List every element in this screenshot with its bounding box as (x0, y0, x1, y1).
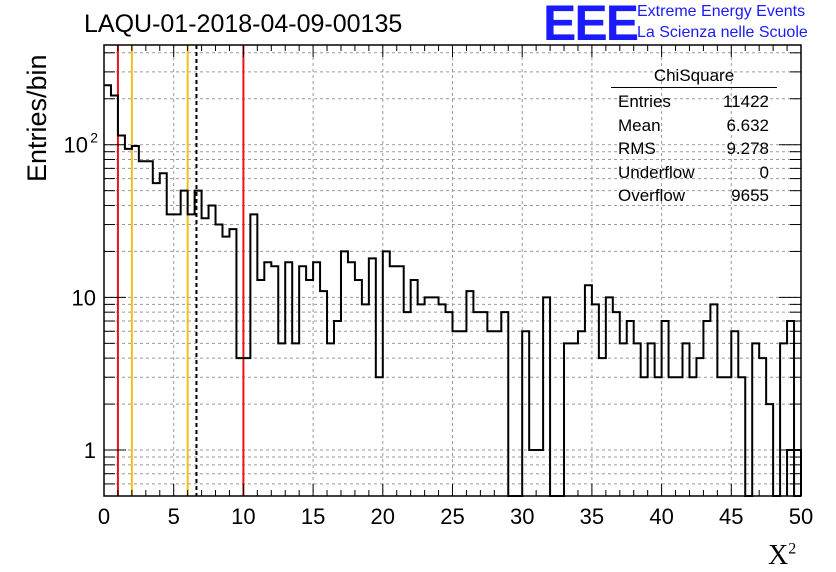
x-axis-label-base: X (768, 540, 789, 571)
x-tick-label: 50 (789, 504, 813, 529)
x-tick-label: 0 (98, 504, 110, 529)
run-title: LAQU-01-2018-04-09-00135 (84, 10, 403, 38)
y-tick-label: 1 (84, 438, 96, 463)
y-axis-label: Entries/bin (22, 54, 52, 182)
x-tick-label: 30 (510, 504, 534, 529)
x-tick-label: 10 (231, 504, 255, 529)
stats-label: Overflow (618, 186, 686, 205)
stats-row-rms: RMS 9.278 (611, 137, 777, 161)
stats-box: ChiSquare Entries 11422 Mean 6.632 RMS 9… (611, 66, 777, 208)
stats-value: 9655 (731, 186, 769, 205)
x-axis-label: X2 (768, 540, 796, 572)
x-tick-label: 15 (301, 504, 325, 529)
logo-tagline-2: La Scienza nelle Scuole (637, 24, 808, 41)
histogram-series (104, 84, 801, 497)
x-tick-label: 20 (371, 504, 395, 529)
stats-value: 6.632 (726, 115, 769, 135)
x-tick-label: 25 (440, 504, 464, 529)
stats-label: RMS (618, 139, 656, 158)
stats-row-underflow: Underflow 0 (611, 161, 777, 185)
y-tick-label: 10 (72, 285, 96, 310)
stats-label: Underflow (618, 162, 695, 182)
x-tick-label: 5 (168, 504, 180, 529)
stats-title: ChiSquare (611, 66, 777, 88)
stats-row-mean: Mean 6.632 (611, 114, 777, 138)
x-tick-label: 35 (580, 504, 604, 529)
stats-row-entries: Entries 11422 (611, 90, 777, 114)
x-axis-label-superscript: 2 (788, 540, 797, 558)
eee-logo-mark: EEE (543, 0, 639, 51)
stats-label: Entries (618, 92, 671, 111)
logo-tagline-1: Extreme Energy Events (637, 3, 806, 20)
x-tick-label: 40 (649, 504, 673, 529)
stats-value: 11422 (722, 92, 769, 111)
stats-value: 9.278 (726, 139, 769, 158)
x-tick-label: 45 (719, 504, 743, 529)
y-tick-label-exponent: 2 (90, 130, 98, 146)
stats-value: 0 (759, 162, 769, 182)
stats-label: Mean (618, 115, 661, 135)
stats-row-overflow: Overflow 9655 (611, 184, 777, 208)
y-tick-label: 10 (64, 133, 88, 158)
